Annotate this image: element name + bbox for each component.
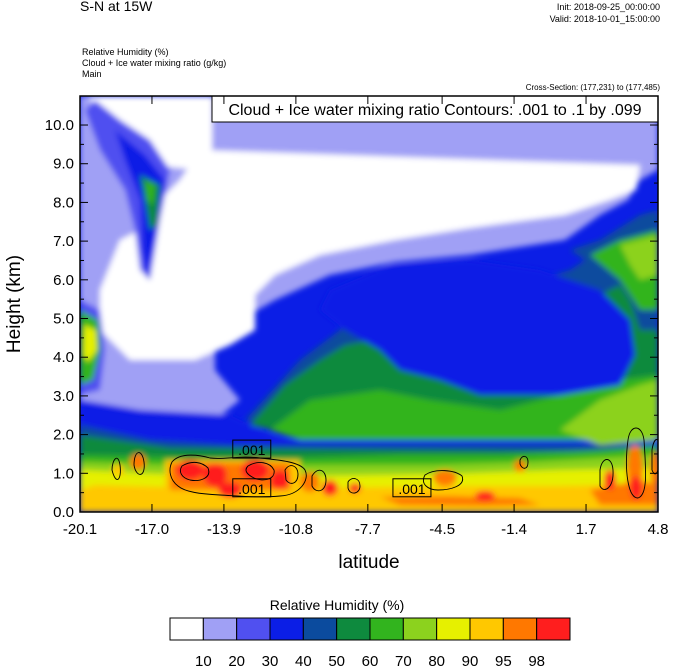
colorbar-level-label: 90: [462, 653, 479, 668]
y-tick-label: 7.0: [53, 233, 74, 250]
y-tick-label: 8.0: [53, 194, 74, 211]
contour-label: .001: [238, 481, 265, 497]
y-axis: 0.0 1.0 2.0 3.0 4.0 5.0 6.0 7.0 8.0 9.0 10.0: [45, 117, 658, 521]
field-cloud-label: Cloud + Ice water mixing ratio (g/kg): [82, 58, 227, 68]
x-axis: -20.1 -17.0 -13.9 -10.8 -7.7 -4.5 -1.4 1.7 4.8: [63, 96, 669, 538]
field-rh-label: Relative Humidity (%): [82, 47, 169, 57]
colorbar-title: Relative Humidity (%): [269, 597, 405, 613]
colorbar-swatch: [469, 617, 504, 641]
x-tick-label: -7.7: [355, 521, 381, 538]
colorbar-level-label: 70: [395, 653, 412, 668]
contour-labels: .001 .001 .001: [232, 439, 432, 498]
rh-field: [80, 96, 658, 512]
y-tick-label: 4.0: [53, 349, 74, 366]
cross-section-info: Cross-Section: (177,231) to (177,485): [525, 83, 660, 92]
colorbar-level-label: 80: [428, 653, 445, 668]
contour-label: .001: [398, 481, 425, 497]
contour-annotation: Cloud + Ice water mixing ratio Contours:…: [228, 102, 641, 119]
colorbar-swatch: [169, 617, 204, 641]
colorbar-swatch: [536, 617, 571, 641]
contour-label-box: [232, 478, 272, 498]
y-tick-label: 0.0: [53, 504, 74, 521]
colorbar-swatch: [236, 617, 271, 641]
x-tick-label: -13.9: [207, 521, 241, 538]
colorbar-level-label: 30: [262, 653, 279, 668]
colorbar-level-label: 95: [495, 653, 512, 668]
plot-frame: [79, 95, 659, 513]
x-tick-label: -1.4: [501, 521, 527, 538]
field-descriptions: Relative Humidity (%) Cloud + Ice water …: [82, 47, 226, 80]
colorbar-level-label: 60: [362, 653, 379, 668]
valid-time: Valid: 2018-10-01_15:00:00: [549, 14, 660, 24]
y-tick-label: 3.0: [53, 388, 74, 405]
x-tick-label: -17.0: [135, 521, 169, 538]
colorbar-level-label: 98: [528, 653, 545, 668]
colorbar-level-label: 20: [228, 653, 245, 668]
colorbar-swatch: [502, 617, 538, 641]
colorbar-swatch: [336, 617, 371, 641]
x-tick-label: 1.7: [576, 521, 597, 538]
colorbar-swatch: [402, 617, 438, 641]
colorbar-level-label: 50: [328, 653, 345, 668]
init-valid-info: Init: 2018-09-25_00:00:00 Valid: 2018-10…: [550, 1, 660, 25]
x-axis-label: latitude: [338, 552, 399, 573]
colorbar-swatch: [436, 617, 471, 641]
colorbar: 10 20 30 40 50 60 70 80 90 95 98: [169, 617, 571, 668]
field-main-label: Main: [82, 69, 102, 79]
colorbar-swatch: [302, 617, 338, 641]
y-tick-label: 5.0: [53, 311, 74, 328]
x-tick-label: -20.1: [63, 521, 97, 538]
colorbar-level-label: 10: [195, 653, 212, 668]
y-tick-label: 10.0: [45, 117, 74, 134]
y-tick-label: 2.0: [53, 427, 74, 444]
contour-label-box: [392, 478, 432, 498]
contour-label: .001: [238, 442, 265, 458]
y-tick-label: 9.0: [53, 156, 74, 173]
init-time: Init: 2018-09-25_00:00:00: [556, 2, 660, 12]
contour-label-box: [232, 439, 272, 459]
x-tick-label: 4.8: [648, 521, 669, 538]
colorbar-swatch: [202, 617, 238, 641]
x-tick-label: -10.8: [279, 521, 313, 538]
colorbar-swatch: [269, 617, 304, 641]
x-tick-label: -4.5: [429, 521, 455, 538]
chart-title: S-N at 15W: [80, 0, 153, 14]
y-tick-label: 6.0: [53, 272, 74, 289]
y-tick-label: 1.0: [53, 465, 74, 482]
colorbar-level-label: 40: [295, 653, 312, 668]
colorbar-swatch: [369, 617, 404, 641]
y-axis-label: Height (km): [4, 255, 25, 353]
